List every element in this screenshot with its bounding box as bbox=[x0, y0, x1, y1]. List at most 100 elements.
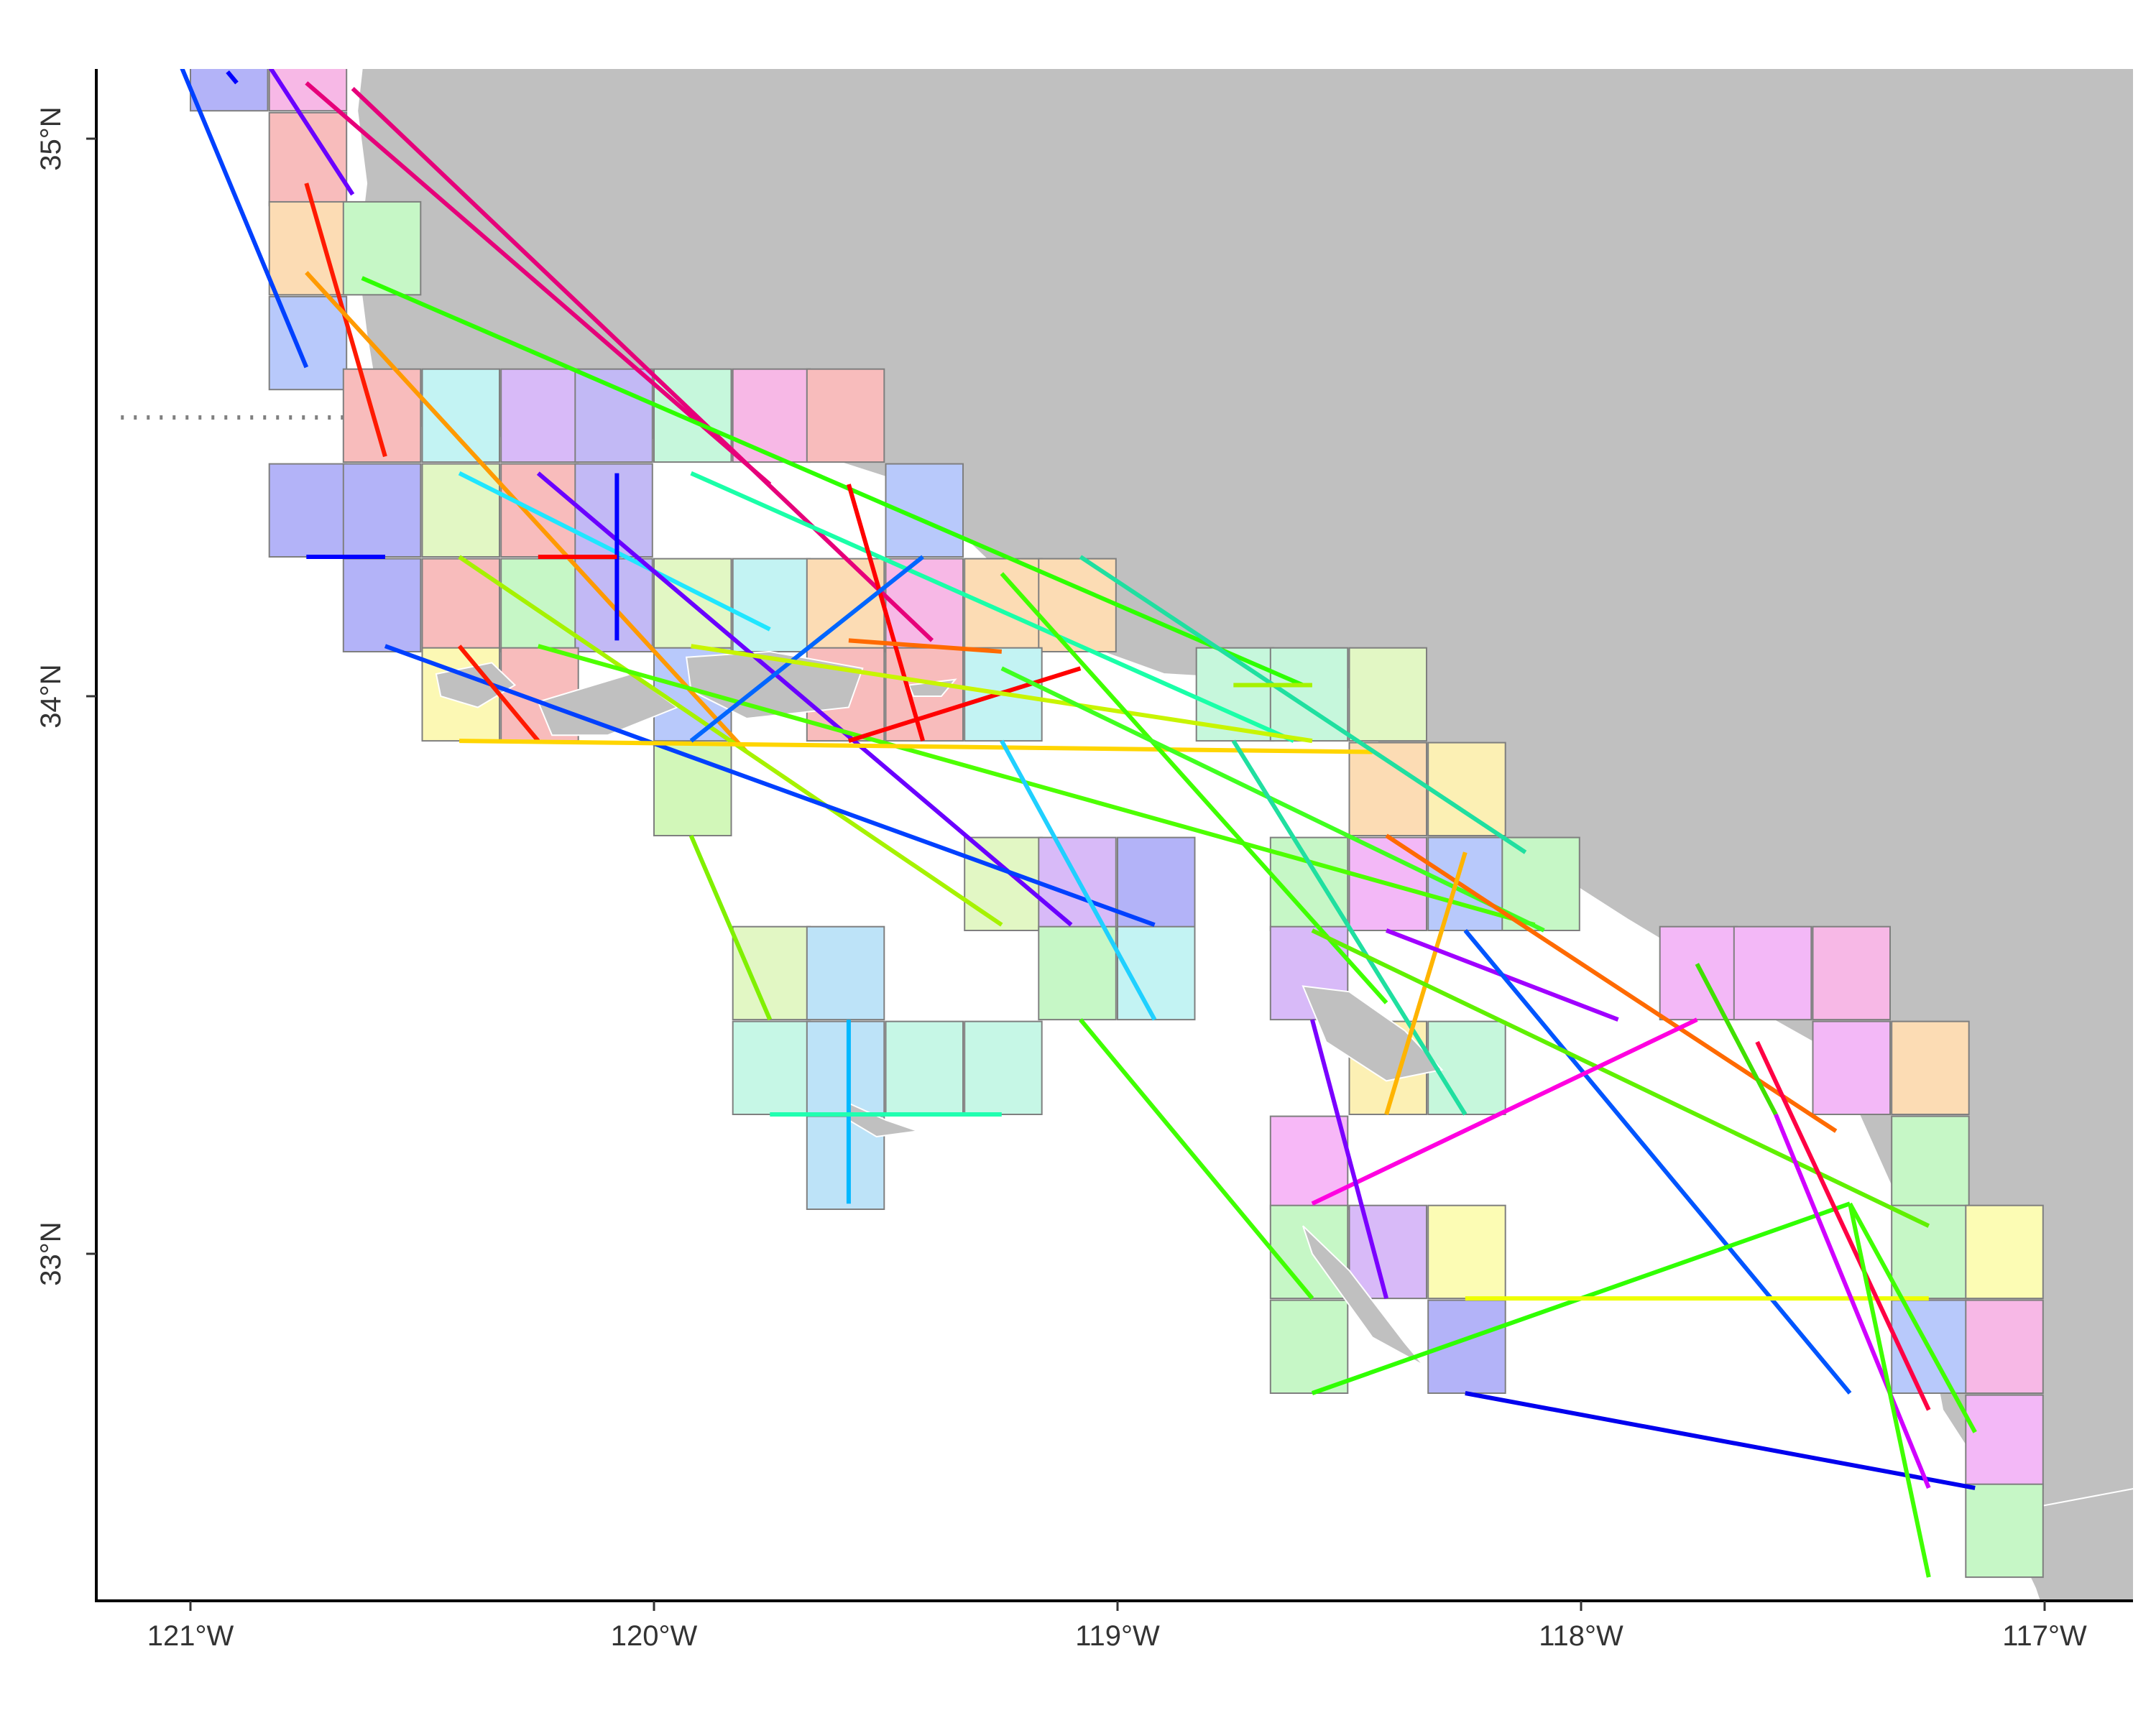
transect-line bbox=[361, 276, 1304, 688]
transect-line bbox=[847, 484, 925, 741]
grid-cell bbox=[1812, 925, 1891, 1021]
transect-line bbox=[1231, 739, 1468, 1116]
transect-line bbox=[688, 834, 773, 1021]
grid-cell bbox=[342, 200, 422, 296]
grid-cell bbox=[1659, 925, 1738, 1021]
transect-line bbox=[848, 638, 1003, 654]
grid-cell bbox=[732, 368, 811, 463]
grid-cell bbox=[1427, 1204, 1506, 1300]
transect-line bbox=[459, 739, 1373, 754]
grid-cell bbox=[1348, 647, 1427, 742]
grid-cell bbox=[1733, 925, 1812, 1021]
transect-line bbox=[689, 555, 924, 743]
transect-line bbox=[1463, 928, 1852, 1395]
transect-line bbox=[691, 644, 1313, 744]
transect-line bbox=[268, 69, 355, 196]
grid-cell bbox=[1891, 1204, 1970, 1300]
x-tick-label: 120°W bbox=[611, 1620, 698, 1652]
transects-layer bbox=[180, 69, 1977, 1578]
island bbox=[1302, 985, 1444, 1082]
transect-line bbox=[1079, 555, 1527, 854]
grid-cell bbox=[732, 1020, 811, 1115]
grid-cell bbox=[1038, 836, 1117, 931]
grid-cell bbox=[964, 1020, 1043, 1115]
transect-line bbox=[536, 471, 1073, 927]
grid-cell bbox=[732, 558, 811, 652]
y-tick-label: 35°N bbox=[35, 106, 67, 170]
grid-cell bbox=[500, 368, 579, 463]
transect-line bbox=[848, 666, 1082, 743]
transect-line bbox=[1079, 1018, 1314, 1300]
x-axis: 121°W 120°W 119°W 118°W 117°W bbox=[147, 1601, 2087, 1652]
grid-cell bbox=[885, 1020, 964, 1115]
transect-line bbox=[1465, 1391, 1976, 1490]
transect-line bbox=[1695, 963, 1778, 1116]
transect-line bbox=[1755, 1040, 1931, 1411]
grid-cell bbox=[1965, 1394, 2044, 1489]
grid-cell bbox=[1269, 1299, 1349, 1394]
transect-line bbox=[1848, 1202, 1977, 1433]
transect-line bbox=[384, 644, 1156, 928]
transect-line bbox=[537, 644, 1536, 928]
grid-cell bbox=[421, 463, 500, 558]
grid-cell bbox=[574, 368, 653, 463]
transect-line bbox=[1774, 1113, 1931, 1489]
transect-line bbox=[305, 81, 772, 486]
grid-cell bbox=[268, 69, 348, 112]
transect-line bbox=[458, 555, 1003, 927]
y-tick-label: 34°N bbox=[35, 664, 67, 728]
transect-line bbox=[1311, 928, 1930, 1228]
y-axis: 35°N 34°N 33°N bbox=[35, 106, 96, 1286]
island bbox=[537, 673, 679, 736]
grid-cell bbox=[806, 1020, 885, 1115]
transect-line bbox=[1310, 1019, 1388, 1299]
x-tick-label: 118°W bbox=[1539, 1620, 1623, 1652]
grid-cell bbox=[1348, 741, 1427, 836]
transect-line bbox=[180, 69, 309, 369]
grid-cell bbox=[1965, 1483, 2044, 1579]
grid-cell bbox=[806, 368, 885, 463]
x-tick-label: 119°W bbox=[1075, 1620, 1160, 1652]
grid-cell bbox=[1812, 1020, 1891, 1115]
grid-cell bbox=[1269, 1115, 1349, 1210]
grid-cell bbox=[268, 463, 348, 558]
grid-cell bbox=[500, 558, 579, 652]
transect-line bbox=[304, 182, 387, 458]
transect-line bbox=[226, 70, 239, 85]
grid-cell bbox=[1965, 1299, 2044, 1394]
grid-cell bbox=[500, 463, 579, 558]
grid-cell bbox=[1427, 741, 1506, 836]
grid-cell bbox=[342, 463, 422, 558]
transect-line bbox=[1311, 1017, 1698, 1206]
grid-cell bbox=[574, 463, 653, 558]
transect-line bbox=[305, 271, 749, 754]
x-tick-label: 117°W bbox=[2002, 1620, 2087, 1652]
grid-cell bbox=[964, 836, 1043, 931]
transect-line bbox=[690, 471, 1295, 743]
grid-cell bbox=[1038, 925, 1117, 1021]
grid-cell bbox=[1891, 1115, 1970, 1210]
transect-line bbox=[1848, 1203, 1931, 1578]
y-tick-label: 33°N bbox=[35, 1221, 67, 1285]
transect-line bbox=[1000, 739, 1157, 1021]
transect-line bbox=[457, 644, 540, 743]
x-tick-label: 121°W bbox=[147, 1620, 234, 1652]
grid-cell bbox=[421, 368, 500, 463]
grid-cell bbox=[342, 558, 422, 652]
grid-cell bbox=[421, 558, 500, 652]
islands-layer bbox=[435, 650, 1444, 1367]
grid-cell bbox=[1348, 1204, 1427, 1300]
grid-cell bbox=[1427, 836, 1506, 931]
grid-cell bbox=[1891, 1020, 1970, 1115]
grid-cell bbox=[190, 69, 269, 112]
panel-border bbox=[95, 69, 2133, 1602]
grid-cell bbox=[806, 925, 885, 1021]
transect-line bbox=[1000, 572, 1388, 1004]
island bbox=[1302, 1225, 1424, 1367]
transect-line bbox=[351, 87, 934, 642]
grid-cell bbox=[1965, 1204, 2044, 1300]
grid-cell bbox=[732, 925, 811, 1021]
transect-line bbox=[458, 471, 771, 632]
